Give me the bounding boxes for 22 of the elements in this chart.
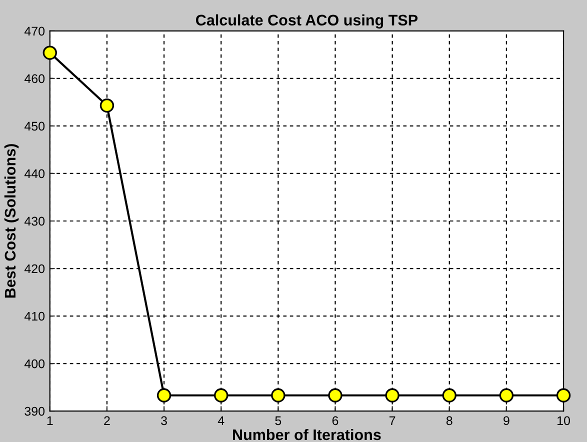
x-axis-title: Number of Iterations [233,428,381,440]
x-tick-label: 9 [504,416,510,426]
y-tick-label: 430 [24,216,45,226]
x-tick-label: 5 [275,416,282,426]
x-tick-label: 7 [389,416,396,425]
y-axis-title: Best Cost (Solutions) [4,144,19,298]
y-tick-label: 450 [24,122,45,131]
x-tick-label: 1 [47,416,53,425]
y-tick-label: 470 [24,26,45,36]
y-tick-label: 440 [24,169,45,178]
y-tick-label: 390 [24,406,45,416]
y-tick-label: 410 [24,312,45,321]
x-tick-label: 10 [558,416,570,426]
x-tick-label: 3 [161,416,167,426]
y-tick-label: 400 [24,359,45,368]
y-tick-label: 460 [24,74,45,84]
x-tick-label: 8 [446,416,452,426]
x-tick-label: 4 [218,416,224,425]
x-tick-label: 6 [332,416,338,426]
y-tick-label: 420 [24,264,45,274]
chart-title: Calculate Cost ACO using TSP [196,14,418,29]
x-tick-label: 2 [104,416,110,425]
